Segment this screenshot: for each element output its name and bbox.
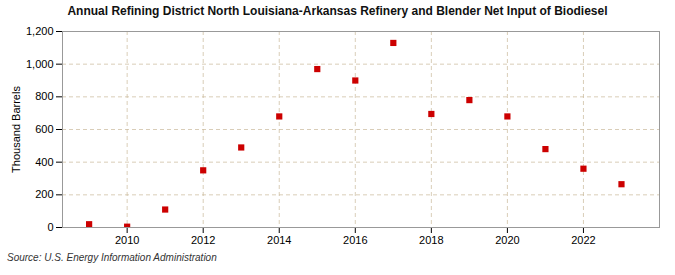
svg-text:200: 200 — [35, 188, 53, 200]
svg-text:1,000: 1,000 — [26, 58, 54, 70]
svg-text:2012: 2012 — [191, 234, 215, 246]
svg-text:800: 800 — [35, 90, 53, 102]
svg-text:2020: 2020 — [495, 234, 519, 246]
svg-text:Thousand Barrels: Thousand Barrels — [10, 86, 22, 173]
svg-text:2016: 2016 — [343, 234, 367, 246]
svg-text:400: 400 — [35, 156, 53, 168]
svg-text:0: 0 — [47, 221, 53, 233]
svg-text:2010: 2010 — [115, 234, 139, 246]
svg-text:600: 600 — [35, 123, 53, 135]
html-text:Source: U.S. Energy Informatio: Source: U.S. Energy Information Administ… — [7, 252, 217, 263]
svg-text:2018: 2018 — [419, 234, 443, 246]
html-text:Annual Refining District North: Annual Refining District North Louisiana… — [67, 4, 608, 18]
svg-text:2014: 2014 — [267, 234, 291, 246]
svg-text:2022: 2022 — [571, 234, 595, 246]
svg-text:1,200: 1,200 — [26, 25, 54, 37]
